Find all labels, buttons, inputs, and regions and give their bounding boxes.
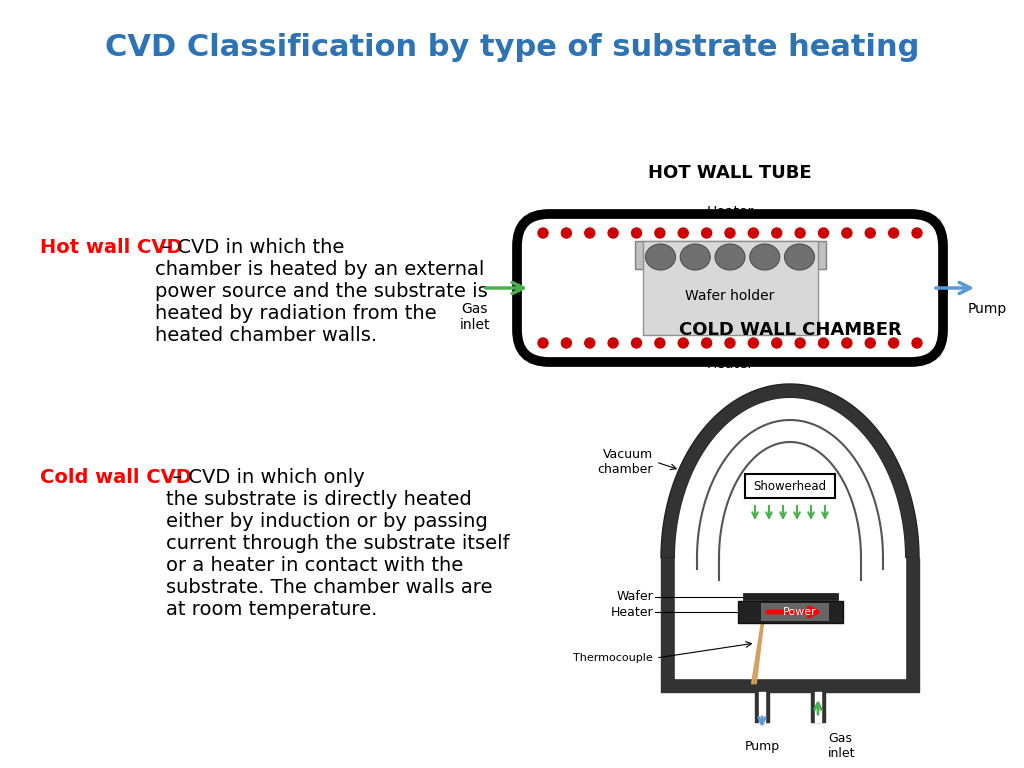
- Circle shape: [865, 338, 876, 348]
- Circle shape: [865, 228, 876, 238]
- Circle shape: [772, 338, 781, 348]
- Circle shape: [818, 338, 828, 348]
- Circle shape: [889, 338, 899, 348]
- Circle shape: [538, 338, 548, 348]
- Text: Power: Power: [783, 607, 817, 617]
- Bar: [761, 603, 829, 621]
- Text: Heater: Heater: [707, 357, 754, 371]
- Text: – CVD in which only
the substrate is directly heated
either by induction or by p: – CVD in which only the substrate is dir…: [166, 468, 510, 619]
- Text: Showerhead: Showerhead: [754, 479, 826, 492]
- Text: Wafer holder: Wafer holder: [685, 289, 775, 303]
- Bar: [745, 474, 835, 498]
- Circle shape: [655, 228, 665, 238]
- Circle shape: [585, 228, 595, 238]
- Text: HOT WALL TUBE: HOT WALL TUBE: [648, 164, 812, 182]
- Text: Pump: Pump: [968, 302, 1007, 316]
- Bar: [737, 601, 843, 623]
- Circle shape: [608, 228, 618, 238]
- Text: Gas
inlet: Gas inlet: [828, 732, 855, 760]
- Circle shape: [725, 338, 735, 348]
- Circle shape: [749, 228, 759, 238]
- Text: Cold wall CVD: Cold wall CVD: [40, 468, 191, 487]
- Text: Heater: Heater: [610, 605, 653, 618]
- Circle shape: [912, 228, 922, 238]
- Circle shape: [912, 338, 922, 348]
- Text: – CVD in which the
chamber is heated by an external
power source and the substra: – CVD in which the chamber is heated by …: [155, 238, 487, 345]
- Circle shape: [538, 228, 548, 238]
- Ellipse shape: [645, 244, 676, 270]
- Polygon shape: [675, 398, 905, 558]
- Text: Thermocouple: Thermocouple: [573, 653, 653, 663]
- Circle shape: [818, 228, 828, 238]
- Circle shape: [655, 338, 665, 348]
- Circle shape: [561, 228, 571, 238]
- Text: Wafer: Wafer: [616, 591, 653, 604]
- Circle shape: [701, 228, 712, 238]
- Circle shape: [842, 228, 852, 238]
- Ellipse shape: [680, 244, 711, 270]
- Circle shape: [585, 338, 595, 348]
- Ellipse shape: [784, 244, 814, 270]
- Text: Gas
inlet: Gas inlet: [460, 302, 490, 333]
- Circle shape: [795, 338, 805, 348]
- Circle shape: [678, 338, 688, 348]
- Text: CVD Classification by type of substrate heating: CVD Classification by type of substrate …: [104, 34, 920, 62]
- Circle shape: [725, 228, 735, 238]
- Text: Heater: Heater: [707, 205, 754, 219]
- Text: Pump: Pump: [744, 740, 779, 753]
- Circle shape: [701, 338, 712, 348]
- Circle shape: [749, 338, 759, 348]
- Circle shape: [561, 338, 571, 348]
- Circle shape: [632, 228, 641, 238]
- Polygon shape: [662, 384, 919, 558]
- Circle shape: [608, 338, 618, 348]
- Ellipse shape: [750, 244, 779, 270]
- Circle shape: [889, 228, 899, 238]
- Circle shape: [678, 228, 688, 238]
- Bar: [642, 241, 817, 335]
- Text: Hot wall CVD: Hot wall CVD: [40, 238, 182, 257]
- Circle shape: [632, 338, 641, 348]
- Bar: [742, 593, 838, 600]
- Text: Vacuum
chamber: Vacuum chamber: [597, 448, 653, 476]
- Circle shape: [795, 228, 805, 238]
- Text: COLD WALL CHAMBER: COLD WALL CHAMBER: [679, 321, 901, 339]
- Circle shape: [772, 228, 781, 238]
- Bar: [635, 241, 825, 269]
- Ellipse shape: [715, 244, 745, 270]
- Circle shape: [842, 338, 852, 348]
- FancyBboxPatch shape: [517, 214, 943, 362]
